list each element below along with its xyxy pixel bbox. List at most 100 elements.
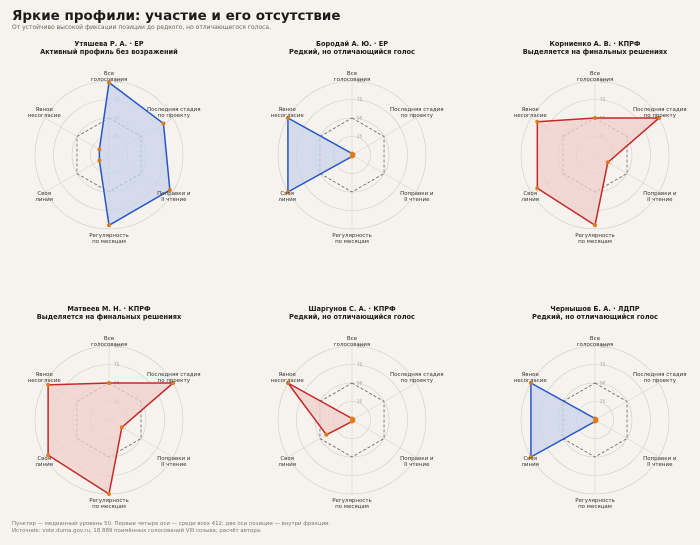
axis-label: Все голосования [334,336,371,348]
data-point [535,119,540,124]
tick-label: 25 [357,134,363,139]
axis-label: Поправки и II чтение [400,191,434,203]
axis-label: Регулярность по месяцам [89,233,129,245]
data-point [46,382,51,387]
axis-label: Явное несогласие [271,107,305,119]
tick-label: 75 [600,362,606,367]
axis-label: Регулярность по месяцам [332,233,372,245]
axis-label: Своя линия [35,456,53,468]
axis-label: Явное несогласие [271,372,305,384]
tick-label: 100 [600,79,608,84]
axis-label: Поправки и II чтение [400,456,434,468]
panel-subtitle: Редкий, но отличающийся голос [289,48,415,56]
axis-label: Все голосования [91,336,128,348]
data-point [161,121,166,126]
data-point [167,188,172,193]
data-polygon [98,81,171,227]
axis-label: Регулярность по месяцам [332,498,372,510]
data-point [107,492,111,496]
axis-label: Последняя стадия по проекту [147,107,200,119]
axis-label: Все голосования [334,71,371,83]
axis-label: Все голосования [91,71,128,83]
data-point [593,223,597,228]
tick-label: 75 [600,97,606,102]
axis-label: Своя линия [278,456,296,468]
data-polygon [536,117,660,227]
tick-label: 75 [357,97,363,102]
data-point [171,381,176,385]
tick-label: 100 [114,344,122,349]
data-point [46,453,51,458]
data-polygon [47,382,174,495]
tick-label: 25 [357,399,363,404]
axis-label: Своя линия [521,456,539,468]
tick-label: 100 [357,79,365,84]
panel-subtitle: Активный профиль без возражений [40,48,178,56]
data-point [107,80,111,85]
panel-subtitle: Выделяется на финальных решениях [37,313,182,321]
data-point [285,116,290,120]
panel-subtitle: Выделяется на финальных решениях [523,48,668,56]
data-point [107,223,111,228]
data-point [528,381,533,385]
axis-label: Последняя стадия по проекту [633,372,686,384]
data-polygon [287,117,355,193]
panel-title: Шаргунов С. А. · КПРФ [308,305,396,313]
data-point [119,425,124,430]
axis-label: Все голосования [577,336,614,348]
data-polygon [530,382,598,458]
axis-label: Своя линия [278,191,296,203]
data-point [528,455,533,459]
panel-title: Утяшева Р. А. · ЕР [74,40,143,48]
data-point [97,158,102,163]
axis-label: Своя линия [521,191,539,203]
axis-label: Последняя стадия по проекту [390,107,443,119]
data-point [593,419,597,424]
axis-spoke [594,419,660,458]
panel-title: Чернышов Б. А. · ЛДПР [550,305,639,313]
data-point [535,186,540,191]
page-title: Яркие профили: участие и его отсутствие [12,8,341,24]
data-point [97,147,102,152]
axis-label: Регулярность по месяцам [89,498,129,510]
data-point [324,432,329,437]
data-point [657,116,662,120]
tick-label: 100 [600,344,608,349]
data-point [285,381,290,385]
axis-label: Явное несогласие [514,107,548,119]
axis-label: Регулярность по месяцам [575,498,615,510]
data-point [107,381,111,385]
tick-label: 75 [114,362,120,367]
axis-label: Все голосования [577,71,614,83]
data-point [350,419,354,424]
tick-label: 50 [600,381,606,386]
axis-spoke [351,419,417,458]
tick-label: 50 [357,381,363,386]
footer-source: Источник: vote.duma.gov.ru, 18 889 поимё… [12,528,262,534]
tick-label: 25 [600,399,606,404]
page-subtitle: От устойчиво высокой фиксации позиции до… [12,24,272,31]
axis-label: Поправки и II чтение [643,191,677,203]
axis-label: Явное несогласие [514,372,548,384]
axis-label: Явное несогласие [28,372,62,384]
data-point [593,116,597,120]
axis-spoke [351,154,417,193]
panel-title: Корниенко А. В. · КПРФ [550,40,641,48]
axis-label: Поправки и II чтение [157,191,191,203]
panel-title: Матвеев М. Н. · КПРФ [67,305,151,313]
footer-note: Пунктир — медианный уровень 50. Первые ч… [12,521,331,527]
tick-label: 100 [357,344,365,349]
tick-label: 100 [114,79,122,84]
data-point [285,190,290,194]
axis-label: Регулярность по месяцам [575,233,615,245]
panel-title: Бородай А. Ю. · ЕР [316,40,388,48]
axis-label: Поправки и II чтение [643,456,677,468]
axis-label: Последняя стадия по проекту [633,107,686,119]
